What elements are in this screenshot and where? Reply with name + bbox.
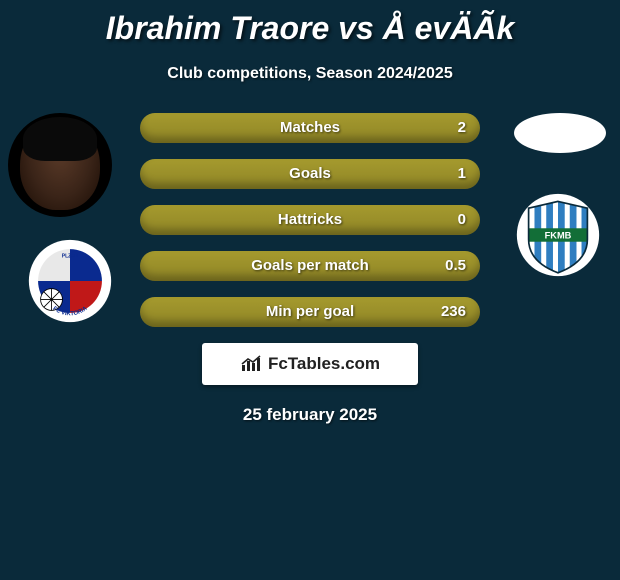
- bar-label: Goals: [289, 165, 331, 182]
- comparison-content: PLZEŇ FC VIKTORIA: [0, 113, 620, 425]
- player-right-avatar: [514, 113, 606, 153]
- bar-row: Goals per match 0.5: [140, 251, 480, 281]
- bar-label: Matches: [280, 119, 340, 136]
- logo-text: FcTables.com: [268, 354, 380, 374]
- bar-row: Min per goal 236: [140, 297, 480, 327]
- bar-value: 2: [458, 119, 466, 136]
- crest-left: PLZEŇ FC VIKTORIA: [28, 239, 112, 323]
- bar-value: 236: [441, 303, 466, 320]
- bar-value: 0.5: [445, 257, 466, 274]
- bar-row: Matches 2: [140, 113, 480, 143]
- page-title: Ibrahim Traore vs Å evÄÃ­k: [0, 0, 620, 47]
- subtitle: Club competitions, Season 2024/2025: [0, 65, 620, 83]
- crest-right-text: FKMB: [545, 230, 572, 240]
- crest-right: FKMB: [516, 193, 600, 277]
- plzen-crest-icon: PLZEŇ FC VIKTORIA: [28, 239, 112, 323]
- player-left-avatar: [8, 113, 112, 217]
- stat-bars: Matches 2 Goals 1 Hattricks 0 Goals per …: [140, 113, 480, 327]
- chart-icon: [240, 355, 262, 373]
- left-column: PLZEŇ FC VIKTORIA: [8, 113, 118, 323]
- crest-left-top-text: PLZEŇ: [62, 251, 79, 259]
- bar-label: Hattricks: [278, 211, 342, 228]
- right-column: FKMB: [502, 113, 612, 277]
- bar-value: 1: [458, 165, 466, 182]
- bar-label: Goals per match: [251, 257, 369, 274]
- date-label: 25 february 2025: [0, 405, 620, 425]
- bar-value: 0: [458, 211, 466, 228]
- avatar-hair: [23, 117, 97, 161]
- bar-row: Hattricks 0: [140, 205, 480, 235]
- fctables-logo: FcTables.com: [202, 343, 418, 385]
- bar-row: Goals 1: [140, 159, 480, 189]
- fkmb-crest-icon: FKMB: [516, 193, 600, 277]
- bar-label: Min per goal: [266, 303, 354, 320]
